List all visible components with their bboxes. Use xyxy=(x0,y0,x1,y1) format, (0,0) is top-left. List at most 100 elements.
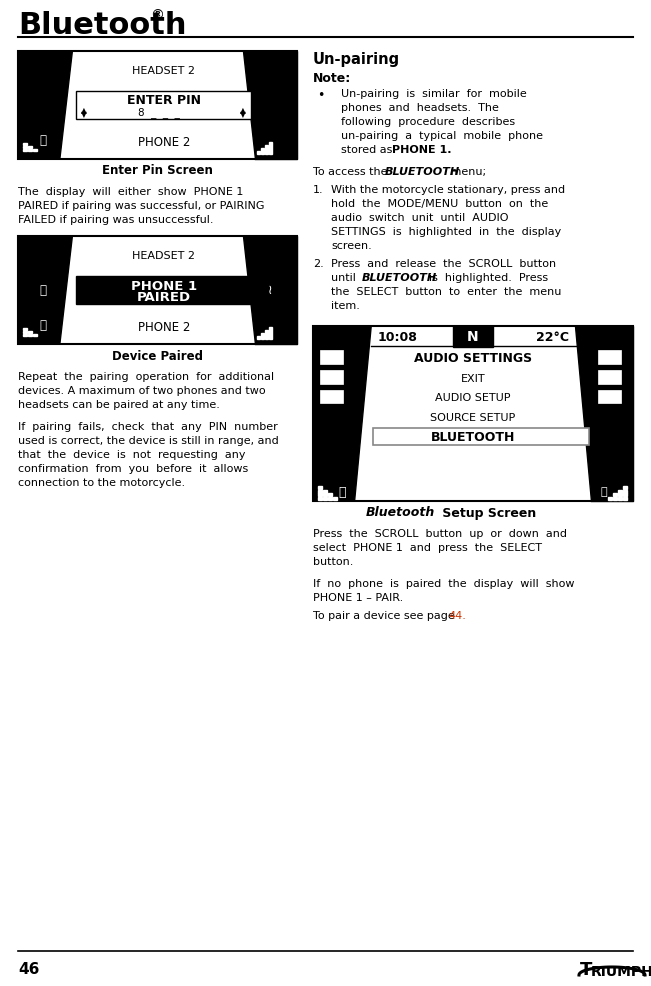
Text: following  procedure  describes: following procedure describes xyxy=(341,117,515,127)
Text: BLUETOOTH: BLUETOOTH xyxy=(362,273,437,283)
Bar xyxy=(598,410,620,424)
Text: 22°C: 22°C xyxy=(536,330,569,343)
Text: ⛽: ⛽ xyxy=(339,485,346,498)
Text: PHONE 1: PHONE 1 xyxy=(131,279,197,293)
Bar xyxy=(269,327,272,339)
Text: 44.: 44. xyxy=(448,610,466,620)
Bar xyxy=(320,351,343,365)
Bar xyxy=(320,390,343,404)
Text: ≀: ≀ xyxy=(268,284,272,297)
Text: Enter Pin Screen: Enter Pin Screen xyxy=(102,165,213,177)
Text: If  no  phone  is  paired  the  display  will  show: If no phone is paired the display will s… xyxy=(313,579,574,589)
Text: phones  and  headsets.  The: phones and headsets. The xyxy=(341,103,499,112)
Bar xyxy=(28,150,32,152)
Bar xyxy=(263,72,284,91)
Bar xyxy=(618,490,622,493)
Bar xyxy=(320,371,343,385)
Text: AUDIO SETTINGS: AUDIO SETTINGS xyxy=(414,352,532,365)
Text: ▲: ▲ xyxy=(240,106,246,114)
Text: T: T xyxy=(580,960,592,978)
Bar xyxy=(618,497,622,500)
Bar xyxy=(623,497,627,500)
Bar xyxy=(453,326,493,348)
Text: If  pairing  fails,  check  that  any  PIN  number: If pairing fails, check that any PIN num… xyxy=(18,422,278,432)
Bar xyxy=(23,328,27,331)
Bar xyxy=(328,494,332,497)
Bar xyxy=(333,497,337,500)
Bar xyxy=(23,144,27,146)
Text: ▲: ▲ xyxy=(81,106,87,114)
Text: Un-pairing  is  similar  for  mobile: Un-pairing is similar for mobile xyxy=(341,89,527,99)
Text: PAIRED: PAIRED xyxy=(137,291,191,304)
Bar xyxy=(623,487,627,490)
Text: FAILED if pairing was unsuccessful.: FAILED if pairing was unsuccessful. xyxy=(18,215,214,225)
Bar xyxy=(28,147,32,149)
Bar xyxy=(608,497,612,500)
Polygon shape xyxy=(313,326,371,502)
Bar xyxy=(318,490,322,493)
Bar xyxy=(323,494,327,497)
Text: headsets can be paired at any time.: headsets can be paired at any time. xyxy=(18,399,220,409)
Bar xyxy=(598,371,620,385)
Text: button.: button. xyxy=(313,556,353,566)
Text: HEADSET 2: HEADSET 2 xyxy=(132,250,195,260)
Bar xyxy=(265,330,268,339)
Text: PAIRED if pairing was successful, or PAIRING: PAIRED if pairing was successful, or PAI… xyxy=(18,201,264,211)
Text: confirmation  from  you  before  it  allows: confirmation from you before it allows xyxy=(18,463,248,473)
Text: RIUMPH: RIUMPH xyxy=(591,964,651,978)
Text: 8  _  _  _: 8 _ _ _ xyxy=(138,106,180,117)
Text: ⛽: ⛽ xyxy=(601,487,607,497)
Bar xyxy=(23,334,27,337)
Bar xyxy=(618,494,622,497)
Text: used is correct, the device is still in range, and: used is correct, the device is still in … xyxy=(18,436,279,446)
Text: Device Paired: Device Paired xyxy=(112,349,203,362)
Text: stored as: stored as xyxy=(341,145,396,155)
Text: ⛽: ⛽ xyxy=(40,318,47,331)
Bar xyxy=(269,142,272,155)
Text: ENTER PIN: ENTER PIN xyxy=(127,95,201,107)
Text: Bluetooth: Bluetooth xyxy=(18,12,186,40)
Polygon shape xyxy=(243,52,297,160)
Text: devices. A maximum of two phones and two: devices. A maximum of two phones and two xyxy=(18,386,266,395)
Bar xyxy=(598,390,620,404)
Text: 10:08: 10:08 xyxy=(377,330,417,343)
Bar xyxy=(257,336,260,339)
Bar xyxy=(263,55,284,74)
Bar xyxy=(263,240,284,258)
Bar xyxy=(613,497,617,500)
Polygon shape xyxy=(18,237,72,345)
Text: SETTINGS  is  highlighted  in  the  display: SETTINGS is highlighted in the display xyxy=(331,227,561,237)
Text: BLUETOOTH: BLUETOOTH xyxy=(431,430,515,444)
Bar xyxy=(623,490,627,493)
Text: the  SELECT  button  to  enter  the  menu: the SELECT button to enter the menu xyxy=(331,287,561,297)
Text: PHONE 2: PHONE 2 xyxy=(137,320,190,334)
Text: To access the: To access the xyxy=(313,167,391,176)
Text: EXIT: EXIT xyxy=(461,374,485,384)
Text: Press  and  release  the  SCROLL  button: Press and release the SCROLL button xyxy=(331,258,556,269)
Text: audio  switch  unit  until  AUDIO: audio switch unit until AUDIO xyxy=(331,213,508,223)
Text: until: until xyxy=(331,273,363,283)
Text: menu;: menu; xyxy=(447,167,486,176)
Text: PHONE 2: PHONE 2 xyxy=(137,136,190,149)
Bar xyxy=(261,149,264,155)
Bar xyxy=(373,429,589,445)
Bar xyxy=(320,410,343,424)
Text: With the motorcycle stationary, press and: With the motorcycle stationary, press an… xyxy=(331,184,565,195)
Bar xyxy=(318,487,322,490)
Bar xyxy=(613,494,617,497)
Bar xyxy=(318,494,322,497)
Bar xyxy=(76,277,251,305)
Text: Note:: Note: xyxy=(313,72,352,85)
Text: ⛽: ⛽ xyxy=(40,284,47,297)
Bar xyxy=(28,334,32,337)
Text: N: N xyxy=(467,330,479,344)
Bar xyxy=(323,497,327,500)
Bar xyxy=(25,72,46,91)
Bar xyxy=(263,256,284,275)
Bar xyxy=(25,256,46,275)
Bar xyxy=(328,497,332,500)
Text: The  display  will  either  show  PHONE 1: The display will either show PHONE 1 xyxy=(18,186,243,197)
Text: To pair a device see page: To pair a device see page xyxy=(313,610,458,620)
Polygon shape xyxy=(18,52,72,160)
Text: ⛽: ⛽ xyxy=(40,133,47,147)
